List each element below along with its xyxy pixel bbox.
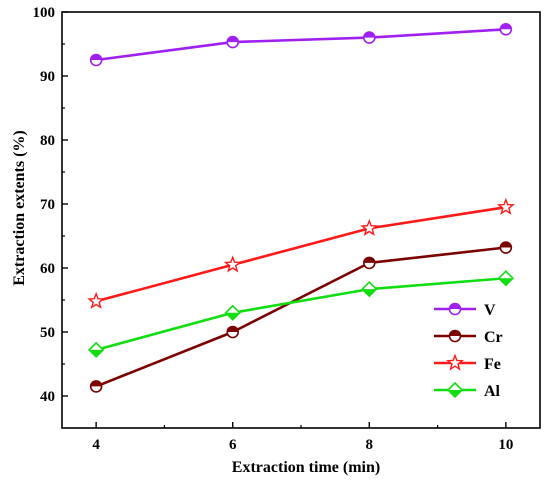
y-axis-ticks: 40 50 60 70 80 90 100 [33, 5, 68, 405]
y-tick-label: 90 [40, 69, 55, 85]
data-point-fe [87, 291, 106, 309]
series-al [88, 270, 514, 359]
data-point-v [499, 22, 513, 36]
data-point-fe [360, 218, 379, 236]
data-point-al [88, 341, 105, 359]
data-point-al [224, 304, 241, 321]
legend-item-cr: Cr [434, 329, 503, 346]
x-tick-label: 10 [498, 437, 513, 453]
legend-item-al: Al [434, 381, 501, 400]
data-point-al [361, 280, 378, 298]
data-point-al [497, 270, 514, 287]
legend-label-al: Al [484, 383, 501, 400]
marker-fill [362, 289, 377, 297]
marker-fill [363, 257, 375, 263]
data-point-cr [89, 380, 103, 393]
legend-marker-cr [448, 329, 462, 343]
plot-border [61, 11, 541, 429]
series-layer [87, 22, 515, 393]
marker-star [446, 353, 464, 371]
legend-label-v: V [484, 302, 496, 319]
marker-fill [363, 32, 375, 38]
series-line-v [95, 27, 506, 62]
marker-star [360, 218, 379, 236]
legend-item-fe: Fe [434, 353, 501, 373]
data-point-cr [362, 256, 376, 270]
y-tick-label: 80 [40, 133, 55, 149]
y-tick-label: 40 [40, 389, 55, 405]
x-axis-ticks: 4 6 8 10 [92, 422, 513, 453]
series-v [89, 22, 513, 67]
series-fe [87, 197, 515, 309]
marker-fill [448, 390, 462, 397]
series-line-al [95, 276, 506, 352]
marker-fill [500, 23, 512, 30]
y-tick-label: 70 [40, 197, 55, 213]
marker-fill [500, 242, 512, 248]
legend-label-fe: Fe [484, 356, 501, 373]
data-point-v [362, 31, 376, 44]
data-point-cr [499, 241, 513, 254]
marker-fill [498, 278, 513, 286]
y-tick-label: 50 [40, 325, 55, 341]
series-cr [89, 241, 513, 393]
marker-star [223, 255, 242, 273]
marker-fill [449, 303, 461, 309]
marker-fill [227, 36, 239, 43]
legend-item-v: V [434, 302, 496, 319]
x-axis-title: Extraction time (min) [232, 459, 380, 476]
legend-marker-al [446, 381, 464, 399]
marker-fill [89, 349, 104, 357]
x-tick-label: 6 [229, 437, 237, 453]
data-point-cr [226, 325, 240, 339]
marker-star [87, 291, 106, 309]
legend-label-cr: Cr [484, 329, 503, 346]
legend-marker-v [448, 302, 462, 316]
y-axis-title: Extraction extents (%) [11, 130, 28, 286]
y-tick-label: 60 [40, 261, 55, 277]
marker-fill [225, 312, 240, 320]
marker-fill [449, 330, 461, 336]
series-line-fe [95, 205, 507, 303]
marker-star [496, 197, 515, 215]
x-tick-label: 8 [366, 437, 374, 453]
marker-fill [90, 54, 102, 60]
x-tick-label: 4 [92, 437, 100, 453]
y-tick-label: 100 [33, 5, 56, 21]
series-line-cr [95, 246, 507, 388]
marker-fill [227, 326, 239, 332]
data-point-fe [496, 197, 515, 215]
legend: V Cr Fe Al [434, 302, 503, 400]
data-point-v [226, 35, 240, 49]
plot-frame [61, 11, 541, 429]
marker-fill [90, 380, 102, 387]
data-point-v [89, 53, 103, 67]
data-point-fe [223, 255, 242, 273]
legend-marker-fe [446, 353, 464, 371]
